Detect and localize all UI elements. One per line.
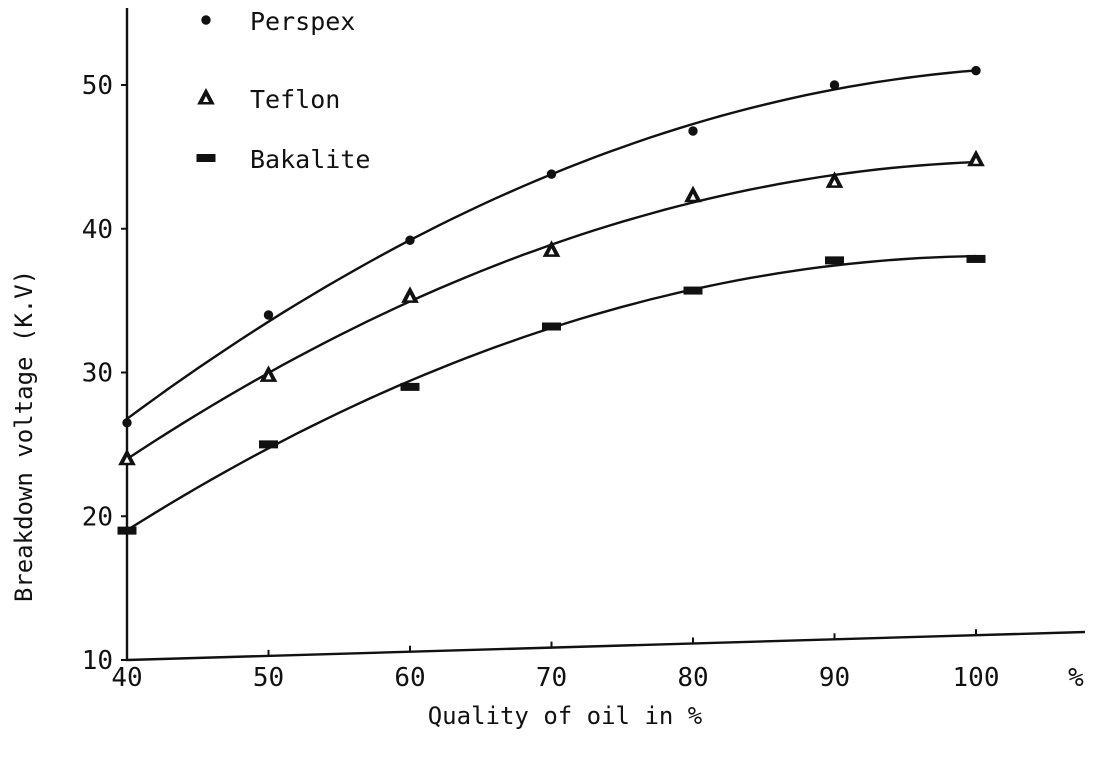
bakalite-point — [400, 382, 420, 391]
x-tick-label: 50 — [253, 663, 284, 693]
x-axis-title: Quality of oil in % — [428, 702, 703, 730]
x-axis-unit-label: % — [1068, 663, 1084, 693]
perspex-point — [263, 310, 274, 320]
perspex-point — [546, 169, 557, 179]
perspex-point — [122, 418, 132, 428]
teflon-point-hole — [407, 294, 413, 301]
bakalite-point — [542, 322, 561, 331]
teflon-point-hole — [548, 248, 555, 255]
legend-teflon-label: Teflon — [250, 85, 340, 114]
perspex-point — [829, 80, 840, 90]
legend: Perspex Teflon Bakalite — [196, 7, 370, 174]
teflon-point-hole — [690, 193, 696, 200]
y-tick-label: 10 — [82, 646, 113, 676]
y-tick-label: 30 — [82, 359, 113, 389]
teflon-point-hole — [831, 179, 838, 186]
teflon-point-hole — [265, 373, 272, 380]
x-tick-label: 90 — [819, 663, 850, 693]
legend-perspex-label: Perspex — [250, 7, 355, 36]
x-tick-label: 60 — [394, 663, 425, 693]
bakalite-point — [259, 440, 278, 449]
bakalite-curve — [126, 254, 977, 532]
bakalite-point — [966, 254, 986, 263]
perspex-point — [688, 126, 698, 136]
x-tick-label: 100 — [953, 663, 1000, 693]
data-markers — [117, 65, 986, 535]
legend-perspex-marker — [201, 15, 211, 25]
legend-teflon-marker-hole — [203, 96, 209, 102]
teflon-curve — [126, 160, 977, 461]
y-tick-label: 40 — [82, 215, 113, 245]
axes: 10 20 30 40 50 40 50 60 70 80 90 100 — [82, 8, 1086, 693]
x-tick-label: 40 — [111, 663, 142, 693]
perspex-point — [405, 235, 415, 245]
bakalite-point — [825, 256, 844, 265]
bakalite-point — [117, 526, 137, 535]
fitted-curves — [126, 69, 977, 532]
teflon-point-hole — [124, 456, 130, 463]
bakalite-point — [683, 286, 703, 295]
perspex-point — [971, 65, 981, 76]
y-tick-label: 50 — [82, 71, 113, 101]
y-tick-label: 20 — [82, 502, 113, 532]
legend-bakalite-marker — [196, 154, 216, 162]
y-axis-title: Breakdown voltage (K.V) — [10, 270, 38, 602]
teflon-point-hole — [973, 157, 979, 164]
x-tick-label: 80 — [677, 663, 708, 693]
x-tick-label: 70 — [536, 663, 567, 693]
legend-bakalite-label: Bakalite — [250, 145, 370, 174]
